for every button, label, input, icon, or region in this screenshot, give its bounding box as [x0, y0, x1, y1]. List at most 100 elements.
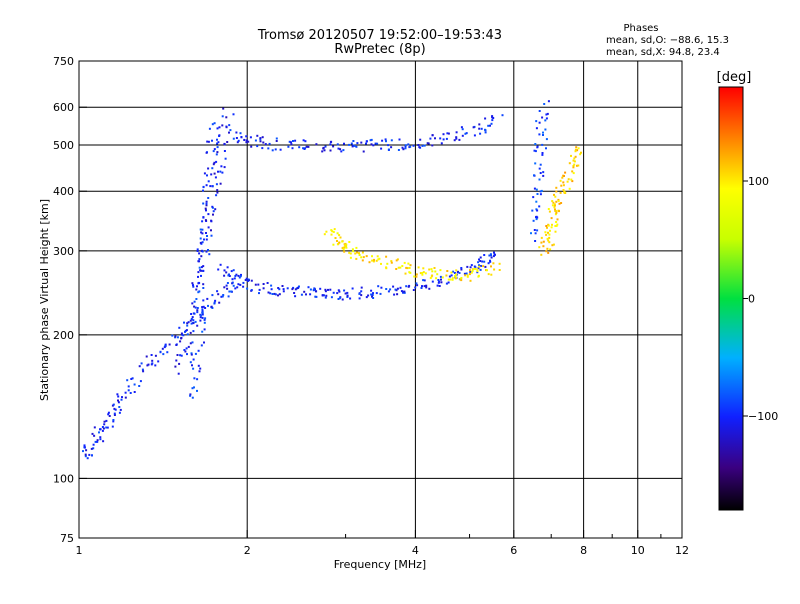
- data-point: [267, 147, 270, 150]
- data-point: [220, 295, 223, 298]
- data-point: [336, 243, 339, 246]
- data-point: [538, 205, 541, 208]
- colorbar-tick-label: 0: [748, 293, 755, 306]
- data-point: [575, 146, 578, 149]
- data-point: [469, 270, 472, 273]
- data-point: [484, 265, 487, 268]
- data-point: [201, 220, 204, 223]
- data-point: [428, 287, 431, 290]
- data-point: [536, 229, 539, 232]
- data-point: [256, 134, 259, 137]
- data-point: [541, 152, 544, 154]
- plot-frame: [78, 60, 683, 539]
- data-point: [202, 287, 205, 289]
- data-point: [356, 142, 359, 145]
- data-point: [390, 261, 393, 264]
- data-point: [187, 321, 190, 324]
- phases-x-stats: mean, sd,X: 94.8, 23.4: [606, 47, 720, 58]
- data-point: [342, 246, 345, 249]
- data-point: [191, 396, 194, 399]
- data-point: [352, 140, 355, 142]
- data-point: [133, 383, 136, 386]
- data-point: [334, 237, 337, 239]
- chart-title: Tromsø 20120507 19:52:00–19:53:43: [257, 28, 502, 43]
- data-point: [404, 147, 407, 150]
- data-point: [426, 142, 429, 145]
- data-point: [217, 293, 220, 296]
- data-point: [309, 293, 312, 296]
- data-point: [205, 209, 207, 212]
- data-point: [429, 137, 432, 140]
- data-point: [372, 260, 375, 263]
- data-point: [113, 407, 116, 410]
- data-point: [493, 251, 495, 254]
- data-point: [472, 126, 475, 129]
- data-point: [193, 386, 195, 389]
- data-point: [555, 190, 558, 193]
- data-point: [487, 262, 490, 265]
- data-point: [210, 234, 213, 237]
- data-point: [536, 209, 539, 212]
- data-point: [446, 132, 449, 135]
- data-point: [329, 288, 332, 291]
- data-point: [479, 260, 482, 262]
- data-point: [396, 287, 399, 290]
- data-point: [199, 228, 202, 231]
- data-point: [337, 147, 340, 150]
- data-point: [563, 175, 565, 177]
- data-point: [277, 287, 280, 289]
- data-point: [242, 285, 245, 288]
- data-point: [236, 286, 239, 289]
- data-point: [236, 141, 239, 144]
- data-point: [372, 292, 374, 295]
- data-point: [210, 173, 213, 176]
- data-point: [542, 174, 545, 177]
- data-point: [536, 146, 539, 149]
- data-point: [203, 328, 206, 331]
- data-point: [445, 282, 448, 285]
- data-point: [133, 391, 136, 393]
- data-point: [576, 164, 578, 167]
- data-point: [416, 284, 419, 287]
- data-point: [566, 180, 569, 183]
- data-point: [555, 200, 558, 203]
- data-point: [204, 207, 207, 210]
- data-point: [437, 281, 440, 284]
- data-point: [562, 189, 565, 191]
- data-point: [455, 273, 457, 276]
- data-point: [405, 285, 408, 288]
- data-point: [558, 202, 561, 205]
- data-point: [199, 237, 202, 240]
- data-point: [195, 288, 198, 291]
- data-point: [563, 191, 566, 194]
- data-point: [455, 136, 458, 139]
- data-point: [474, 267, 476, 270]
- data-point: [271, 149, 274, 152]
- data-point: [490, 273, 493, 276]
- data-point: [84, 455, 87, 458]
- data-point: [259, 140, 262, 143]
- data-point: [460, 277, 463, 279]
- data-point: [176, 354, 179, 356]
- data-point: [197, 271, 200, 274]
- data-point: [216, 189, 219, 192]
- data-point: [315, 295, 318, 298]
- data-point: [177, 372, 180, 375]
- data-point: [202, 216, 205, 219]
- data-point: [159, 350, 162, 353]
- data-point: [192, 312, 195, 315]
- data-point: [112, 403, 115, 406]
- data-point: [242, 281, 245, 284]
- data-point: [178, 362, 181, 365]
- data-point: [375, 292, 378, 295]
- data-point: [237, 283, 240, 286]
- data-point: [200, 314, 203, 317]
- data-point: [211, 294, 214, 297]
- data-point: [329, 143, 332, 146]
- data-point: [412, 289, 415, 291]
- data-point: [182, 334, 185, 337]
- data-point: [439, 137, 442, 140]
- y-tick-label: 400: [53, 185, 74, 198]
- data-point: [570, 178, 573, 181]
- data-point: [368, 261, 371, 264]
